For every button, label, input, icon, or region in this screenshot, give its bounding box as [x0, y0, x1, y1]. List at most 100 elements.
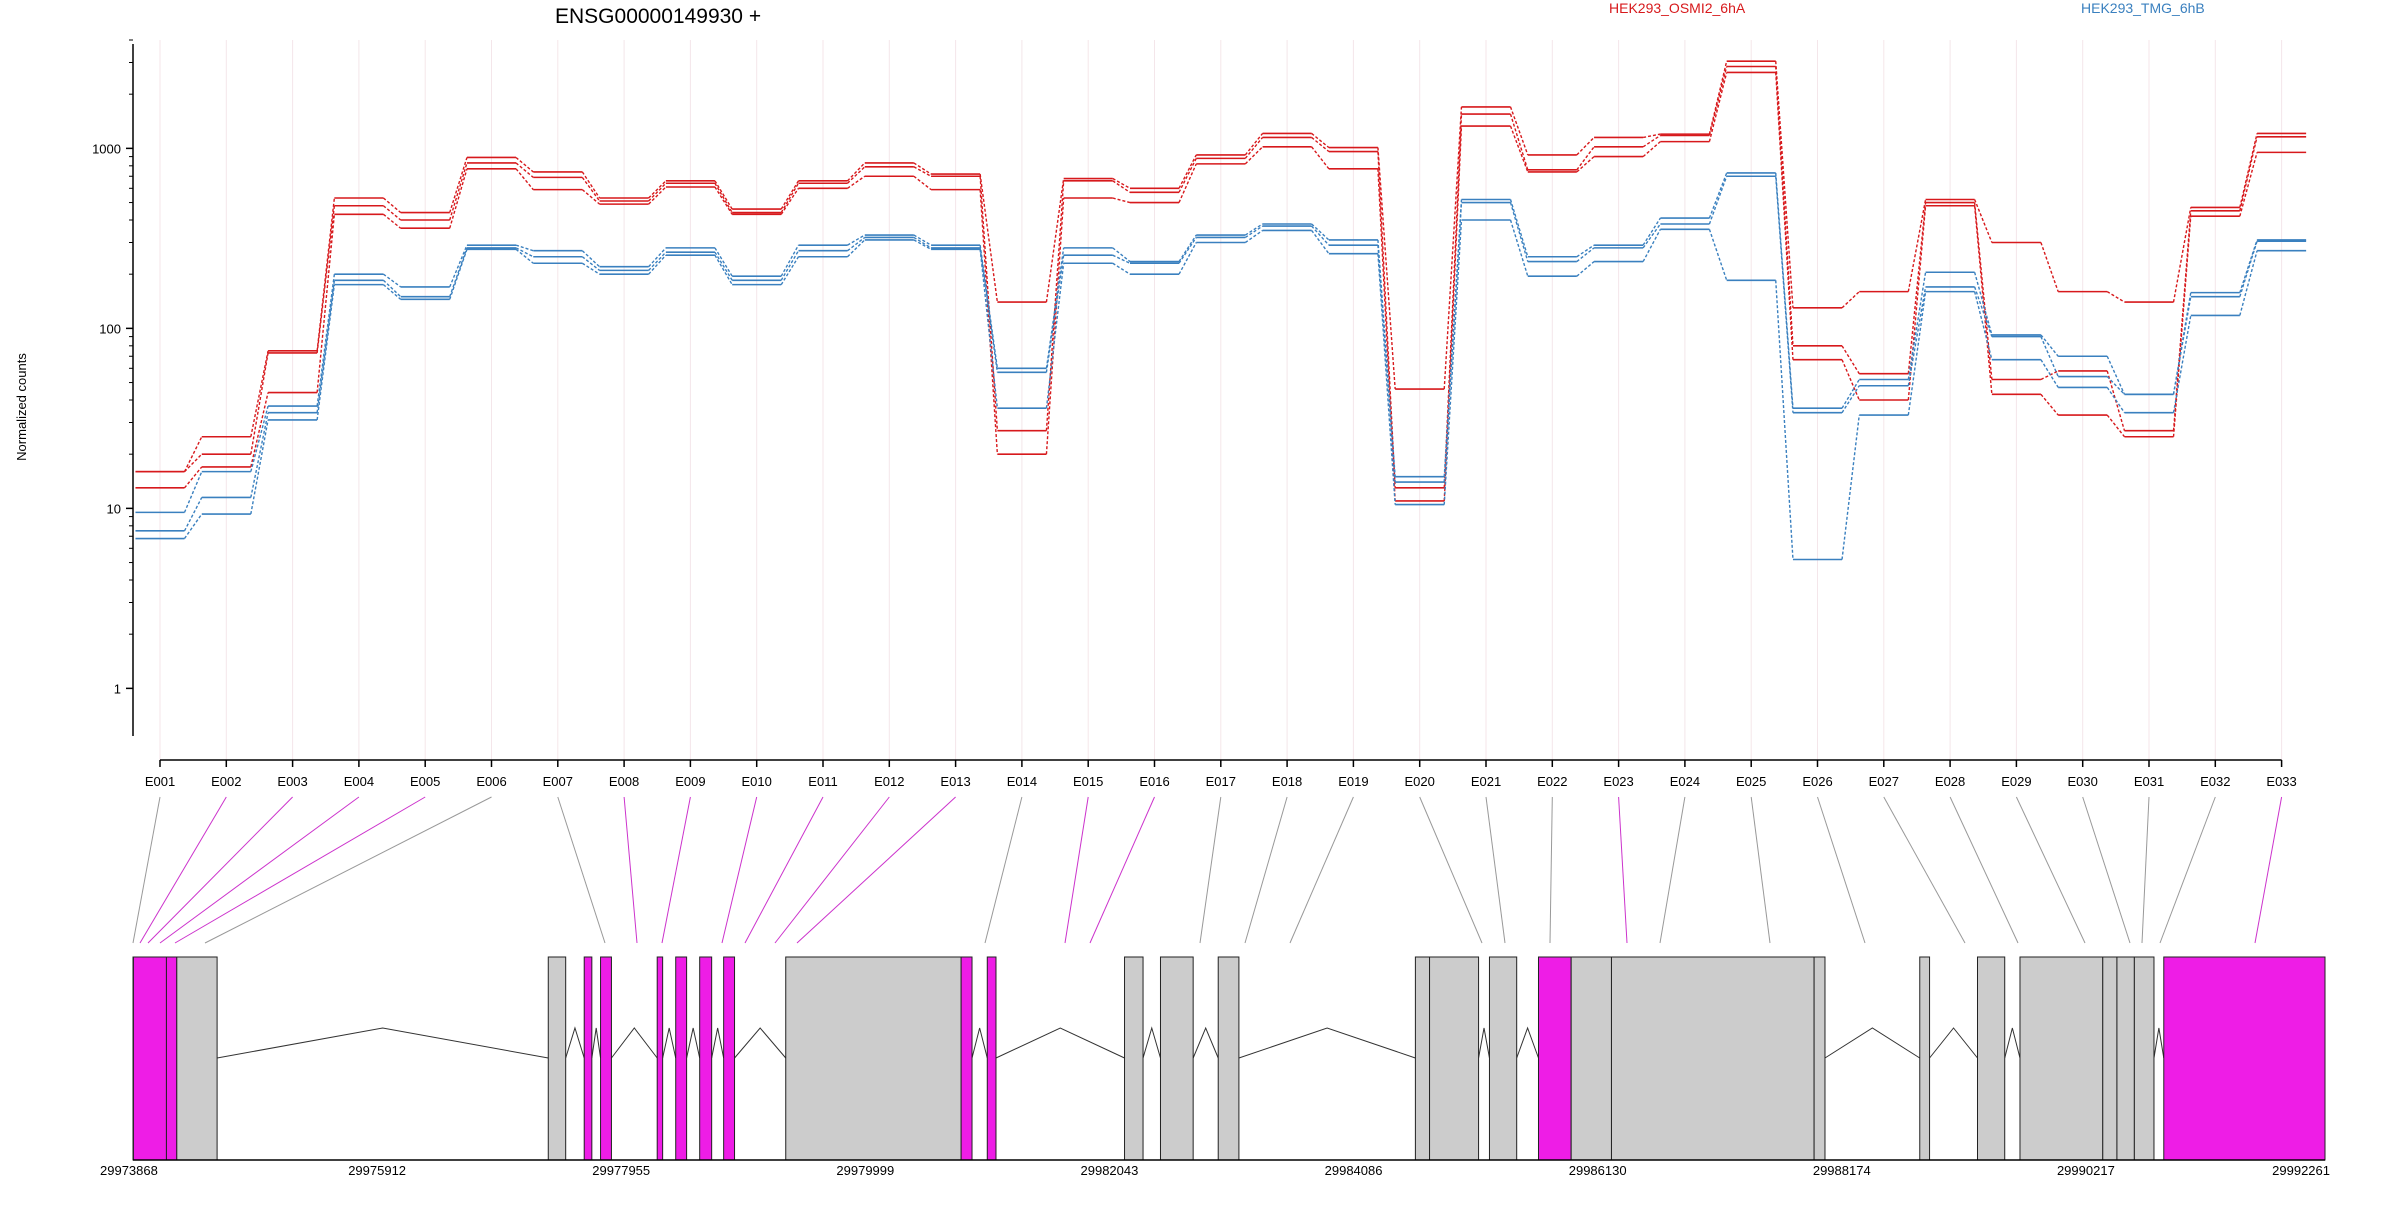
x-tick-label-e010: E010	[742, 774, 772, 789]
series-transition	[1311, 223, 1330, 241]
exon-link-e027	[1883, 796, 1966, 944]
series-transition	[1443, 202, 1463, 483]
exon-block	[1610, 956, 1815, 1161]
series-transition	[847, 239, 866, 258]
exon-block	[132, 956, 167, 1161]
series-transition	[979, 245, 999, 369]
y-axis: 1 10 100 1000	[92, 39, 134, 736]
series-transition	[1708, 176, 1728, 225]
intron-line	[1142, 1026, 1161, 1059]
exon-link-e013	[796, 796, 956, 944]
coordinate-label: 29975912	[348, 1163, 406, 1178]
x-tick-label-e001: E001	[145, 774, 175, 789]
y-tick-label: 1000	[92, 141, 121, 156]
series-hek293-tmg-6hb-4	[135, 175, 2307, 532]
series-transition	[2172, 216, 2192, 437]
series-transition	[1045, 197, 1065, 455]
x-tick-label-e017: E017	[1206, 774, 1236, 789]
coordinate-label: 29992261	[2272, 1163, 2330, 1178]
exon-link-e005	[174, 796, 426, 944]
series-transition	[2040, 359, 2059, 388]
series-transition	[2239, 136, 2258, 211]
series-transition	[1907, 199, 1927, 292]
x-tick-label-e022: E022	[1537, 774, 1567, 789]
series-transition	[1509, 202, 1529, 262]
x-tick-label-e015: E015	[1073, 774, 1103, 789]
x-tick-label-e002: E002	[211, 774, 241, 789]
series-transition	[1112, 197, 1131, 204]
series-transition	[1377, 147, 1396, 390]
series-transition	[780, 182, 800, 213]
exon-link-e022	[1549, 796, 1553, 944]
series-transition	[1708, 229, 1728, 281]
series-hek293-tmg-6hb-5	[135, 219, 2307, 561]
exon-link-e001	[132, 796, 161, 944]
exon-block	[1414, 956, 1431, 1161]
series-transition	[1178, 163, 1197, 203]
series-transition	[1244, 225, 1263, 239]
series-transition	[2040, 242, 2059, 292]
series-transition	[714, 254, 733, 285]
x-tick-label-e033: E033	[2266, 774, 2296, 789]
series-transition	[1377, 253, 1396, 505]
series-transition	[1112, 262, 1131, 275]
series-transition	[1443, 106, 1463, 390]
coordinate-label: 29982043	[1081, 1163, 1139, 1178]
series-transition	[648, 186, 667, 205]
intron-line	[686, 1027, 701, 1059]
series-transition	[1178, 234, 1197, 262]
series-transition	[1178, 237, 1197, 264]
x-tick-label-e005: E005	[410, 774, 440, 789]
series-transition	[1841, 379, 1860, 409]
intron-line	[1824, 1027, 1921, 1059]
exon-link-e003	[147, 796, 293, 944]
exon-block	[165, 956, 178, 1161]
series-transition	[1973, 199, 1993, 243]
series-transition	[515, 247, 534, 258]
series-transition	[2106, 355, 2126, 395]
series-transition	[714, 182, 733, 213]
exon-link-e024	[1659, 796, 1686, 944]
x-tick-label-e007: E007	[543, 774, 573, 789]
coordinate-label: 29977955	[592, 1163, 650, 1178]
series-transition	[2106, 291, 2125, 303]
series-transition	[1178, 158, 1197, 193]
series-transition	[1576, 146, 1595, 171]
gene-model	[132, 956, 2326, 1161]
series-transition	[581, 250, 601, 268]
y-tick-label: 10	[107, 501, 121, 516]
series-transition	[1907, 202, 1927, 374]
series-transition	[2106, 414, 2126, 438]
series-transition	[648, 182, 667, 202]
x-tick-label-e006: E006	[476, 774, 506, 789]
exon-link-e006	[204, 796, 492, 944]
series-transition	[382, 205, 402, 221]
series-transition	[1841, 414, 1860, 560]
x-tick-label-e014: E014	[1007, 774, 1037, 789]
series-transition	[1841, 345, 1860, 375]
exon-block	[1159, 956, 1194, 1161]
series-transition	[1973, 272, 1993, 336]
series-transition	[979, 176, 999, 431]
series-transition	[1708, 172, 1728, 219]
exon-block	[1813, 956, 1826, 1161]
series-transition	[1907, 272, 1927, 380]
series-transition	[250, 419, 269, 515]
exon-block	[2019, 956, 2104, 1161]
coordinate-label: 29979999	[836, 1163, 894, 1178]
x-axis: E001 E002 E003 E004 E005 E006 E007 E008 E009 E010…	[145, 759, 2297, 789]
series-transition	[979, 189, 999, 455]
series-transition	[581, 189, 601, 205]
exon-block	[547, 956, 567, 1161]
series-transition	[250, 412, 269, 498]
series-transition	[449, 157, 468, 213]
x-tick-label-e030: E030	[2068, 774, 2098, 789]
intron-line	[611, 1027, 658, 1059]
series-transition	[449, 247, 468, 297]
series-transition	[2172, 296, 2192, 395]
series-transition	[847, 162, 866, 182]
intron-line	[2153, 1027, 2165, 1059]
series-transition	[1112, 180, 1131, 193]
series-transition	[515, 168, 534, 191]
exon-link-e009	[661, 796, 691, 944]
